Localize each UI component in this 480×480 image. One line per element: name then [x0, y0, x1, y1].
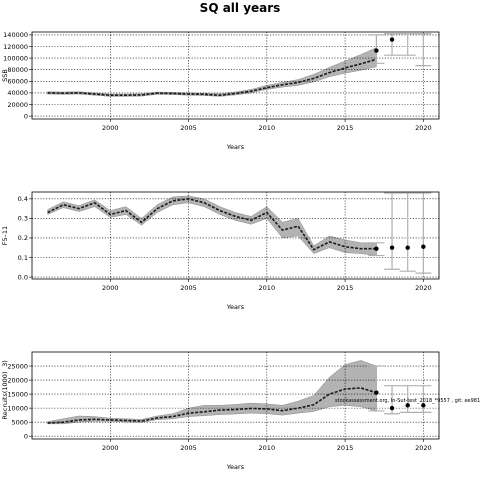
- y-tick-label: 0.2: [18, 234, 28, 242]
- data-point: [389, 37, 395, 42]
- y-axis-label: Recruits(1000): [1, 372, 9, 420]
- data-point: [405, 403, 410, 408]
- ssb-panel: 2000 2005 2010 2015 2020 0 20000 40000 60000 8000…: [1, 31, 440, 151]
- data-point: [421, 244, 426, 249]
- y-tick-label: 0: [24, 432, 28, 440]
- x-tick-label: 2020: [415, 444, 432, 452]
- data-point: [374, 246, 379, 251]
- data-point: [389, 245, 395, 250]
- confidence-band: [47, 47, 377, 97]
- y-tick-label: 25000: [7, 362, 28, 370]
- recruits-panel: 2000 2005 2010 2015 2020 0 5000 10000 15000 20000…: [1, 351, 480, 471]
- y-tick-label: 10000: [7, 404, 28, 412]
- y-tick-label: 100000: [3, 54, 28, 62]
- y-tick-label: 140000: [3, 31, 28, 39]
- data-point: [374, 48, 379, 53]
- y-axis-label: F5–11: [1, 226, 9, 245]
- y-tick-label: 0.4: [18, 195, 28, 203]
- y-tick-label: 80000: [7, 66, 28, 74]
- y-tick-label: 20000: [7, 101, 28, 109]
- confidence-band: [47, 195, 377, 256]
- y-axis-label-extra: 3): [1, 360, 9, 367]
- median-line: [47, 198, 377, 251]
- figure-title: SQ all years: [200, 1, 281, 15]
- y-tick-label: 0.0: [18, 273, 28, 281]
- x-axis-label: Years: [226, 143, 245, 151]
- y-tick-label: 20000: [7, 376, 28, 384]
- median-line: [47, 387, 377, 424]
- x-tick-label: 2000: [102, 284, 119, 292]
- fishing-mortality-panel: 2000 2005 2010 2015 2020 0.0 0.1 0.2 0.3 0.4 Years…: [1, 191, 440, 311]
- axes-frame: [31, 351, 440, 440]
- y-tick-label: 0.1: [18, 254, 28, 262]
- y-tick-label: 0.3: [18, 215, 28, 223]
- y-tick-label: 5000: [11, 418, 28, 426]
- x-tick-label: 2000: [102, 444, 119, 452]
- source-annotation: stockassessment.org, In-Sut-test_2018_*9…: [335, 398, 480, 404]
- x-tick-label: 2015: [337, 284, 354, 292]
- y-tick-label: 40000: [7, 89, 28, 97]
- x-tick-label: 2010: [259, 124, 276, 132]
- x-tick-label: 2020: [415, 284, 432, 292]
- data-point: [405, 245, 410, 250]
- axes-frame: [31, 191, 440, 280]
- axes-frame: [31, 31, 440, 120]
- x-tick-label: 2005: [180, 124, 197, 132]
- x-axis-label: Years: [226, 463, 245, 471]
- x-tick-label: 2020: [415, 124, 432, 132]
- x-tick-label: 2010: [259, 284, 276, 292]
- y-tick-label: 60000: [7, 78, 28, 86]
- x-tick-label: 2000: [102, 124, 119, 132]
- y-tick-label: 120000: [3, 43, 28, 51]
- x-axis-label: Years: [226, 303, 245, 311]
- x-tick-label: 2010: [259, 444, 276, 452]
- median-line: [47, 58, 377, 97]
- y-axis-label: SSB: [1, 69, 9, 82]
- data-point: [421, 403, 426, 408]
- x-tick-label: 2015: [337, 124, 354, 132]
- data-point: [374, 390, 379, 395]
- x-tick-label: 2005: [180, 284, 197, 292]
- x-tick-label: 2005: [180, 444, 197, 452]
- y-tick-label: 0: [24, 112, 28, 120]
- x-tick-label: 2015: [337, 444, 354, 452]
- data-point: [389, 405, 395, 411]
- y-tick-label: 15000: [7, 390, 28, 398]
- confidence-band: [47, 360, 377, 425]
